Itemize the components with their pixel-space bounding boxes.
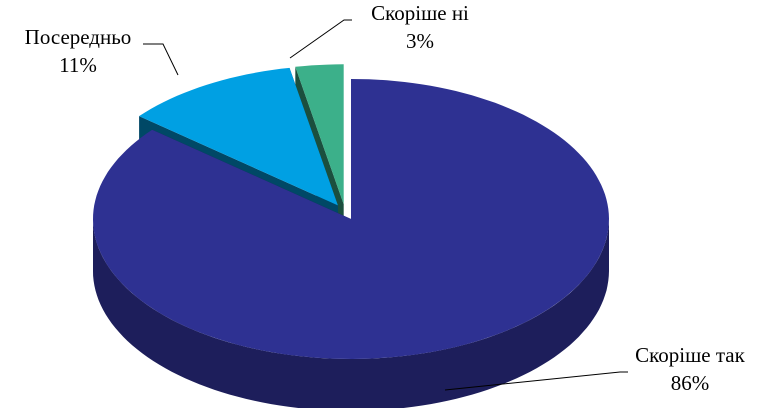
slice <box>139 67 338 206</box>
category-label: Скоріше так <box>635 343 745 367</box>
value-label: 3% <box>406 29 434 53</box>
leader-line <box>143 43 179 76</box>
slice-side <box>93 219 609 408</box>
category-label: Скоріше ні <box>371 1 469 25</box>
value-label: 11% <box>59 53 97 77</box>
slice <box>295 64 344 205</box>
leader-line <box>289 19 352 59</box>
value-label: 86% <box>671 371 710 395</box>
leader-line <box>444 371 628 391</box>
slice <box>93 79 609 359</box>
category-label: Посередньо <box>25 25 132 49</box>
